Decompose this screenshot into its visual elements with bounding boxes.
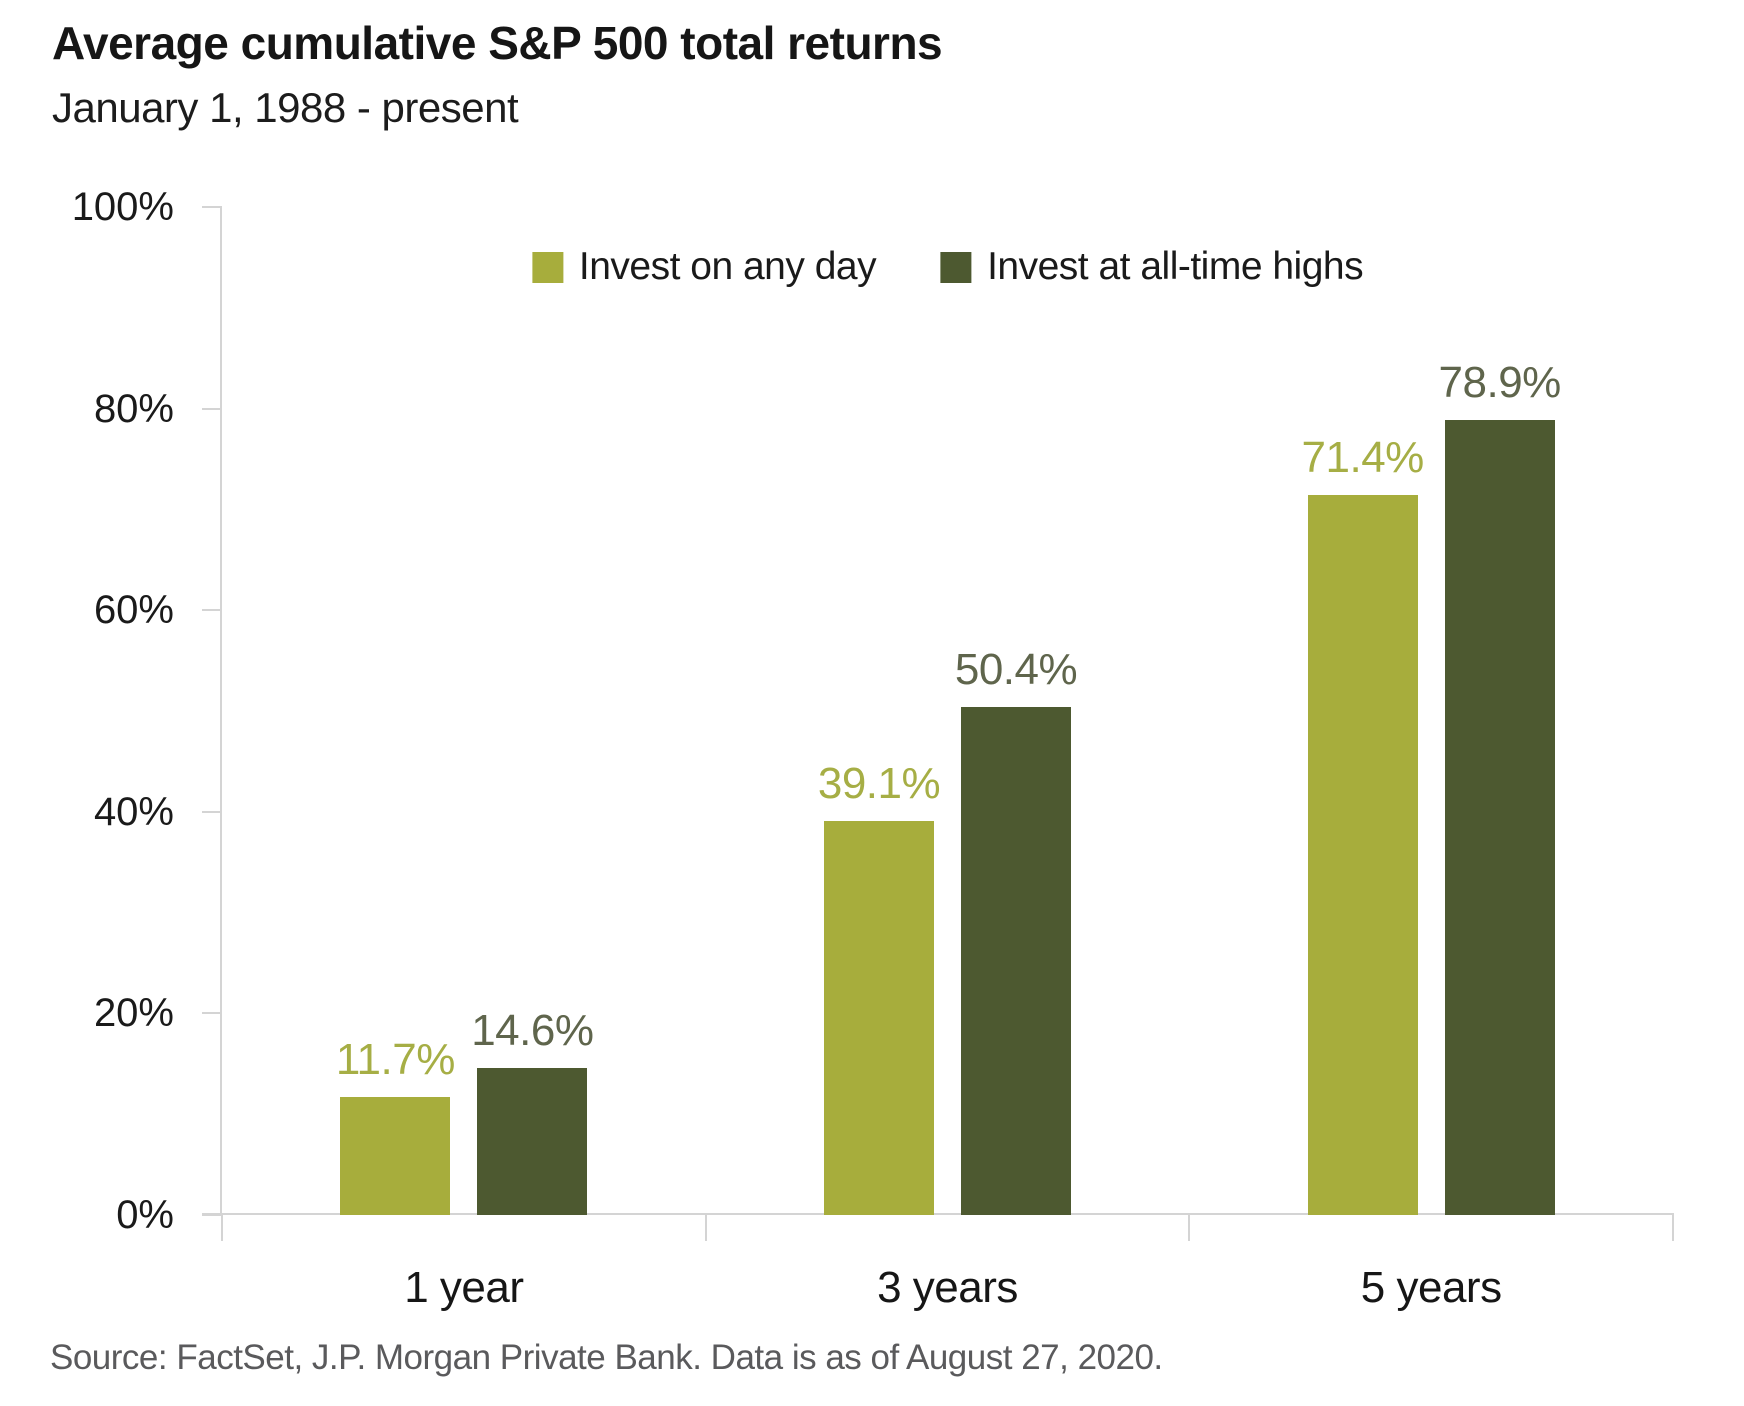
bar-group: 39.1% 50.4% (706, 207, 1190, 1215)
y-axis-label: 100% (71, 185, 174, 229)
legend-item: Invest on any day (531, 245, 877, 289)
chart-legend: Invest on any day Invest at all-time high… (531, 245, 1364, 289)
bar-wrap: 14.6% (471, 207, 594, 1215)
x-axis-line (202, 1213, 1674, 1215)
bar-invest-at-all-time-highs (477, 1067, 588, 1215)
chart-subtitle: January 1, 1988 - present (52, 84, 519, 131)
y-axis-label: 60% (93, 588, 174, 633)
bar-value-label: 39.1% (817, 758, 941, 808)
bar-value-label: 11.7% (335, 1035, 456, 1085)
x-axis-labels: 1 year 3 years 5 years (222, 1263, 1673, 1313)
bar-group: 71.4% 78.9% (1189, 207, 1673, 1215)
x-axis-label: 1 year (404, 1263, 524, 1312)
legend-label: Invest on any day (578, 245, 877, 288)
y-axis-label: 0% (116, 1193, 174, 1237)
y-axis-line (220, 207, 222, 1215)
legend-label: Invest at all-time highs (987, 245, 1364, 288)
bar-value-label: 14.6% (471, 1005, 594, 1055)
y-axis-tick (202, 1214, 222, 1216)
y-axis-tick (202, 810, 222, 813)
bar-wrap: 39.1% (818, 207, 941, 1215)
source-note: Source: FactSet, J.P. Morgan Private Ban… (50, 1338, 1163, 1377)
x-axis-label: 5 years (1360, 1263, 1502, 1312)
bar-wrap: 71.4% (1302, 207, 1424, 1215)
bar-value-label: 71.4% (1301, 433, 1425, 483)
y-axis-tick (202, 206, 222, 208)
y-axis-tick (202, 1012, 222, 1015)
y-axis-tick (202, 609, 222, 612)
y-axis-tick (202, 407, 222, 410)
bar-invest-on-any-day (340, 1097, 451, 1215)
x-axis-tick (704, 1215, 707, 1241)
x-axis-tick (1188, 1215, 1191, 1241)
y-axis-label: 20% (93, 991, 174, 1036)
bar-invest-at-all-time-highs (961, 706, 1071, 1215)
bar-value-label: 78.9% (1438, 357, 1562, 407)
x-axis-tick (221, 1215, 223, 1241)
bar-wrap: 78.9% (1439, 207, 1561, 1215)
legend-swatch-icon (531, 251, 563, 283)
chart-title: Average cumulative S&P 500 total returns (52, 17, 943, 69)
y-axis-label: 80% (93, 386, 174, 431)
bar-invest-at-all-time-highs (1444, 419, 1555, 1215)
bar-wrap: 11.7% (336, 207, 455, 1215)
x-axis-label: 3 years (877, 1263, 1018, 1312)
bar-wrap: 50.4% (955, 207, 1078, 1215)
legend-item: Invest at all-time highs (940, 245, 1364, 289)
x-axis-tick (1672, 1215, 1674, 1241)
bar-value-label: 50.4% (954, 644, 1078, 694)
bar-cells: 11.7% 14.6% 39.1% 50.4% 71.4% 78.9% (222, 207, 1673, 1215)
plot-area: Invest on any day Invest at all-time high… (222, 207, 1673, 1215)
bar-invest-on-any-day (1307, 495, 1418, 1215)
bar-group: 11.7% 14.6% (222, 207, 706, 1215)
bar-invest-on-any-day (824, 820, 934, 1215)
legend-swatch-icon (940, 251, 972, 283)
y-axis-label: 40% (93, 789, 174, 834)
